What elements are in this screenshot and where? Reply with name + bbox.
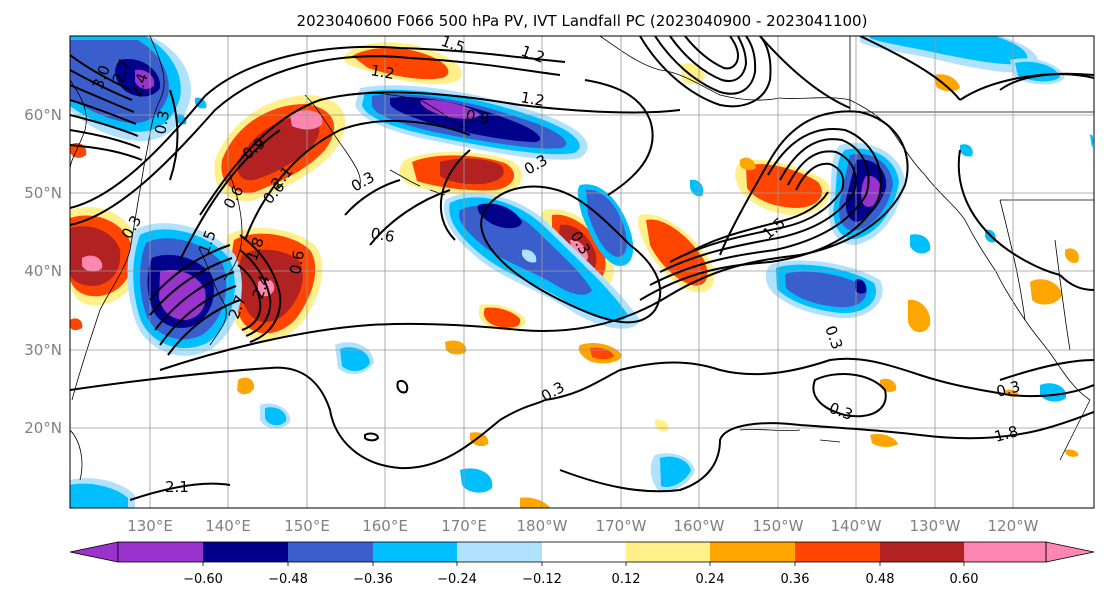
map-panel: 3.0 2.7 2.4 0.3 1.5 1.2 1.2 0.9 1.2 0.6 … xyxy=(24,32,1095,535)
colorbar-frame xyxy=(117,541,1047,563)
positive-pv-areas xyxy=(70,42,1079,508)
longitude-ticks: 130°E 140°E 150°E 160°E 170°E 180°W 170°… xyxy=(127,517,1038,535)
colorbar-segment xyxy=(288,542,373,562)
contour-label: 1.2 xyxy=(519,88,546,110)
colorbar-segment xyxy=(964,542,1046,562)
lon-tick: 150°W xyxy=(753,517,804,535)
colorbar-tick: −0.24 xyxy=(437,572,477,587)
lat-tick: 60°N xyxy=(24,106,62,124)
lon-tick: 160°W xyxy=(674,517,725,535)
map-frame xyxy=(69,35,1095,509)
lat-tick: 20°N xyxy=(24,419,62,437)
lon-tick: 170°W xyxy=(596,517,647,535)
colorbar-segment xyxy=(457,542,542,562)
lon-tick: 120°W xyxy=(988,517,1039,535)
lat-tick: 30°N xyxy=(24,341,62,359)
lon-tick: 170°E xyxy=(441,517,487,535)
colorbar-segment xyxy=(710,542,795,562)
colorbar-segment xyxy=(118,542,203,562)
colorbar-tick: −0.48 xyxy=(268,572,308,587)
contour-label: 0.3 xyxy=(994,377,1022,401)
contour-label: 1.2 xyxy=(369,61,396,83)
contour-label: 0.3 xyxy=(151,109,173,136)
colorbar-max-extension xyxy=(1045,541,1095,563)
colorbar-segment xyxy=(880,542,964,562)
colorbar-tick: −0.36 xyxy=(353,572,393,587)
colorbar-tick: −0.60 xyxy=(183,572,223,587)
gridlines xyxy=(70,36,1094,508)
colorbar-segment xyxy=(795,542,880,562)
colorbar-tick: 0.24 xyxy=(696,572,725,587)
lat-tick: 50°N xyxy=(24,184,62,202)
colorbar-tick: 0.12 xyxy=(612,572,641,587)
colorbar-tick-marks xyxy=(202,562,965,566)
contour-label: 2.1 xyxy=(165,478,189,496)
contour-label: 0.9 xyxy=(464,106,491,128)
colorbar-segment xyxy=(626,542,710,562)
lon-tick: 140°W xyxy=(831,517,882,535)
lon-tick: 130°E xyxy=(127,517,173,535)
contour-label: 1.8 xyxy=(992,422,1020,446)
colorbar-segment xyxy=(203,542,288,562)
latitude-ticks: 60°N 50°N 40°N 30°N 20°N xyxy=(24,106,62,437)
lon-tick: 140°E xyxy=(205,517,251,535)
colorbar-tick: 0.48 xyxy=(866,572,895,587)
colorbar: −0.60 −0.48 −0.36 −0.24 −0.12 0.12 0.24 … xyxy=(69,541,1095,587)
colorbar-segment xyxy=(373,542,457,562)
figure-title: 2023040600 F066 500 hPa PV, IVT Landfall… xyxy=(297,12,868,30)
contour-label: 0.6 xyxy=(369,224,396,246)
lon-tick: 180°W xyxy=(517,517,568,535)
lon-tick: 150°E xyxy=(284,517,330,535)
colorbar-tick: −0.12 xyxy=(522,572,562,587)
lat-tick: 40°N xyxy=(24,262,62,280)
colorbar-tick: 0.36 xyxy=(781,572,810,587)
colorbar-tick: 0.60 xyxy=(950,572,979,587)
contour-label: 0.6 xyxy=(286,249,308,276)
lon-tick: 130°W xyxy=(910,517,961,535)
ivt-contours xyxy=(70,36,1094,501)
colorbar-min-extension xyxy=(69,541,119,563)
lon-tick: 160°E xyxy=(362,517,408,535)
colorbar-segment xyxy=(542,542,626,562)
